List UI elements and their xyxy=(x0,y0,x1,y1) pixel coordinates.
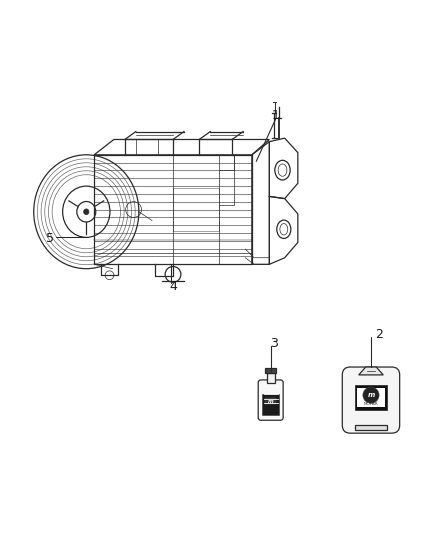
Ellipse shape xyxy=(84,209,89,215)
Text: 4: 4 xyxy=(169,280,177,293)
Text: 5: 5 xyxy=(46,231,54,245)
Text: 2: 2 xyxy=(375,328,383,341)
Text: MOPAR: MOPAR xyxy=(364,402,378,406)
Polygon shape xyxy=(359,367,383,375)
Bar xyxy=(267,373,275,383)
Text: 1: 1 xyxy=(272,109,280,122)
Circle shape xyxy=(363,387,379,403)
Bar xyxy=(265,368,276,373)
Bar xyxy=(262,394,279,415)
Text: 3: 3 xyxy=(270,337,278,350)
Text: m: m xyxy=(268,399,274,403)
Bar xyxy=(355,425,387,430)
FancyBboxPatch shape xyxy=(342,367,399,433)
Bar xyxy=(265,398,276,404)
Text: m: m xyxy=(367,392,374,398)
FancyBboxPatch shape xyxy=(258,380,283,420)
Bar xyxy=(355,385,387,410)
Bar xyxy=(357,387,385,407)
